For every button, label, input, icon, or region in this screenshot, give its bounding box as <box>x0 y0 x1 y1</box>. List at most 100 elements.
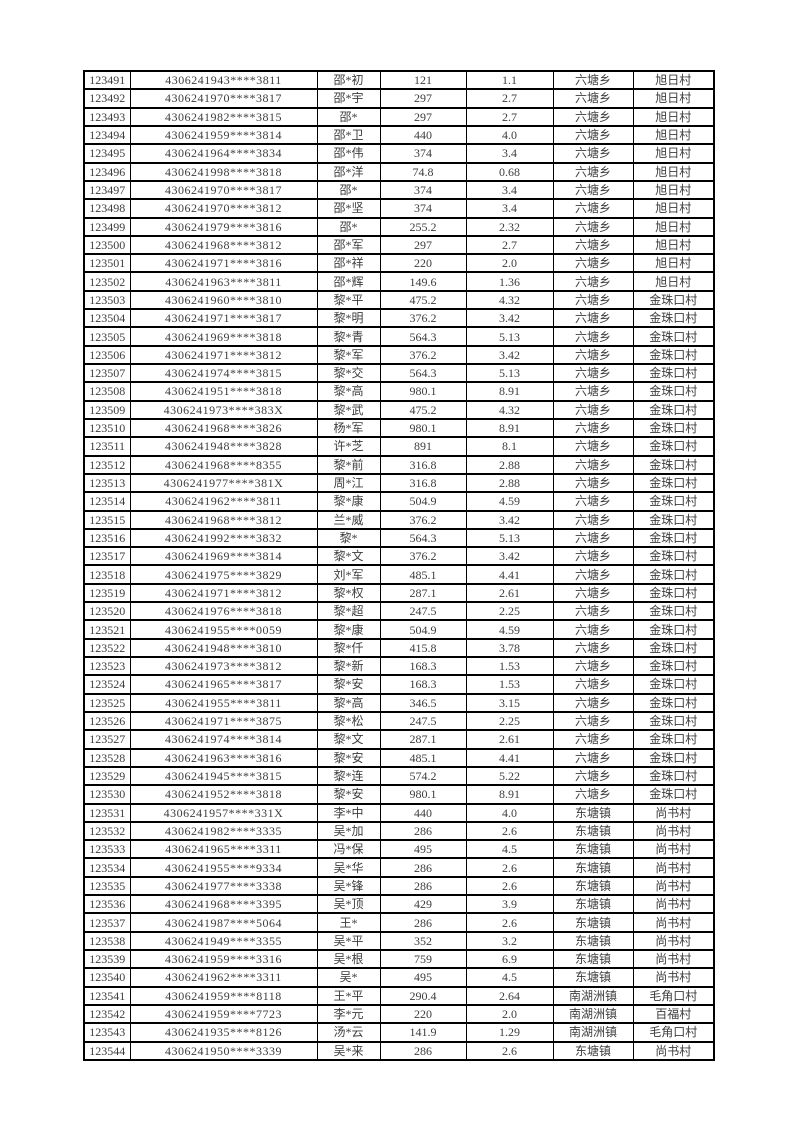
cell-masked-id-number: 4306241935****8126 <box>129 1022 318 1043</box>
cell-amount: 149.6 <box>379 271 467 292</box>
cell-sequence-number: 123495 <box>83 143 131 164</box>
cell-township: 六塘乡 <box>552 234 634 256</box>
cell-township: 东塘镇 <box>552 912 634 933</box>
cell-village: 金珠口村 <box>632 417 715 439</box>
cell-township: 六塘乡 <box>552 124 634 146</box>
table-row: 123502 4306241963****3811 邵*辉 149.6 1.36… <box>83 271 715 292</box>
cell-amount: 316.8 <box>379 454 467 475</box>
cell-sequence-number: 123536 <box>83 894 131 915</box>
cell-masked-id-number: 4306241968****3812 <box>129 234 318 256</box>
cell-amount: 485.1 <box>379 564 467 585</box>
cell-person-name: 黎*交 <box>316 362 381 384</box>
cell-person-name: 黎*安 <box>316 747 381 768</box>
cell-masked-id-number: 4306241965****3817 <box>129 674 318 695</box>
cell-sequence-number: 123506 <box>83 344 131 366</box>
cell-rate: 2.0 <box>465 1003 554 1025</box>
cell-masked-id-number: 4306241959****7723 <box>129 1003 318 1025</box>
cell-masked-id-number: 4306241970****3817 <box>129 179 318 201</box>
cell-masked-id-number: 4306241968****3395 <box>129 894 318 915</box>
cell-village: 金珠口村 <box>632 308 715 329</box>
cell-person-name: 许*芝 <box>316 436 381 457</box>
cell-village: 旭日村 <box>632 271 715 292</box>
cell-person-name: 吴*平 <box>316 930 381 952</box>
cell-sequence-number: 123534 <box>83 857 131 878</box>
cell-sequence-number: 123513 <box>83 472 131 494</box>
cell-village: 金珠口村 <box>632 326 715 347</box>
cell-amount: 495 <box>379 967 467 988</box>
table-row: 123526 4306241971****3875 黎*松 247.5 2.25… <box>83 710 715 732</box>
cell-rate: 2.0 <box>465 253 554 274</box>
cell-rate: 4.59 <box>465 619 554 640</box>
cell-masked-id-number: 4306241960****3810 <box>129 289 318 311</box>
cell-sequence-number: 123493 <box>83 106 131 127</box>
cell-amount: 352 <box>379 930 467 952</box>
cell-amount: 891 <box>379 436 467 457</box>
cell-masked-id-number: 4306241973****3812 <box>129 655 318 677</box>
cell-sequence-number: 123520 <box>83 601 131 622</box>
cell-amount: 297 <box>379 88 467 109</box>
cell-rate: 5.13 <box>465 527 554 549</box>
cell-rate: 8.91 <box>465 417 554 439</box>
cell-person-name: 邵*初 <box>316 69 381 91</box>
cell-township: 六塘乡 <box>552 69 634 91</box>
cell-sequence-number: 123492 <box>83 88 131 109</box>
cell-village: 金珠口村 <box>632 454 715 475</box>
cell-amount: 121 <box>379 69 467 91</box>
cell-village: 金珠口村 <box>632 362 715 384</box>
cell-masked-id-number: 4306241965****3311 <box>129 839 318 860</box>
cell-amount: 316.8 <box>379 472 467 494</box>
cell-township: 六塘乡 <box>552 362 634 384</box>
table-row: 123542 4306241959****7723 李*元 220 2.0 南湖… <box>83 1003 715 1025</box>
cell-township: 六塘乡 <box>552 692 634 713</box>
cell-masked-id-number: 4306241943****3811 <box>129 69 318 91</box>
cell-person-name: 吴*顶 <box>316 894 381 915</box>
cell-village: 金珠口村 <box>632 655 715 677</box>
cell-sequence-number: 123535 <box>83 875 131 897</box>
cell-amount: 980.1 <box>379 381 467 402</box>
table-row: 123538 4306241949****3355 吴*平 352 3.2 东塘… <box>83 930 715 952</box>
cell-village: 金珠口村 <box>632 509 715 530</box>
cell-township: 六塘乡 <box>552 582 634 604</box>
table-row: 123508 4306241951****3818 黎*高 980.1 8.91… <box>83 381 715 402</box>
cell-township: 六塘乡 <box>552 106 634 127</box>
cell-amount: 255.2 <box>379 216 467 237</box>
table-row: 123527 4306241974****3814 黎*文 287.1 2.61… <box>83 729 715 750</box>
cell-rate: 3.4 <box>465 198 554 219</box>
cell-township: 东塘镇 <box>552 802 634 823</box>
cell-village: 旭日村 <box>632 198 715 219</box>
cell-township: 六塘乡 <box>552 216 634 237</box>
cell-township: 六塘乡 <box>552 472 634 494</box>
table-row: 123519 4306241971****3812 黎*权 287.1 2.61… <box>83 582 715 604</box>
cell-township: 东塘镇 <box>552 894 634 915</box>
table-body: 123491 4306241943****3811 邵*初 121 1.1 六塘… <box>83 69 715 1062</box>
cell-masked-id-number: 4306241962****3311 <box>129 967 318 988</box>
cell-village: 金珠口村 <box>632 344 715 366</box>
cell-township: 六塘乡 <box>552 674 634 695</box>
cell-sequence-number: 123494 <box>83 124 131 146</box>
cell-village: 尚书村 <box>632 967 715 988</box>
cell-township: 六塘乡 <box>552 271 634 292</box>
cell-amount: 564.3 <box>379 326 467 347</box>
cell-amount: 168.3 <box>379 674 467 695</box>
cell-masked-id-number: 4306241955****3811 <box>129 692 318 713</box>
cell-sequence-number: 123523 <box>83 655 131 677</box>
table-row: 123543 4306241935****8126 汤*云 141.9 1.29… <box>83 1022 715 1043</box>
cell-amount: 74.8 <box>379 161 467 182</box>
cell-rate: 3.9 <box>465 894 554 915</box>
cell-village: 尚书村 <box>632 894 715 915</box>
cell-rate: 3.42 <box>465 344 554 366</box>
cell-masked-id-number: 4306241970****3812 <box>129 198 318 219</box>
cell-village: 金珠口村 <box>632 527 715 549</box>
cell-person-name: 邵* <box>316 216 381 237</box>
cell-sequence-number: 123514 <box>83 491 131 512</box>
cell-sequence-number: 123529 <box>83 765 131 787</box>
cell-person-name: 邵*洋 <box>316 161 381 182</box>
cell-amount: 286 <box>379 820 467 842</box>
cell-rate: 4.41 <box>465 747 554 768</box>
cell-masked-id-number: 4306241975****3829 <box>129 564 318 585</box>
cell-rate: 2.6 <box>465 912 554 933</box>
cell-amount: 287.1 <box>379 582 467 604</box>
cell-rate: 6.9 <box>465 948 554 970</box>
cell-person-name: 黎*前 <box>316 454 381 475</box>
cell-village: 百福村 <box>632 1003 715 1025</box>
